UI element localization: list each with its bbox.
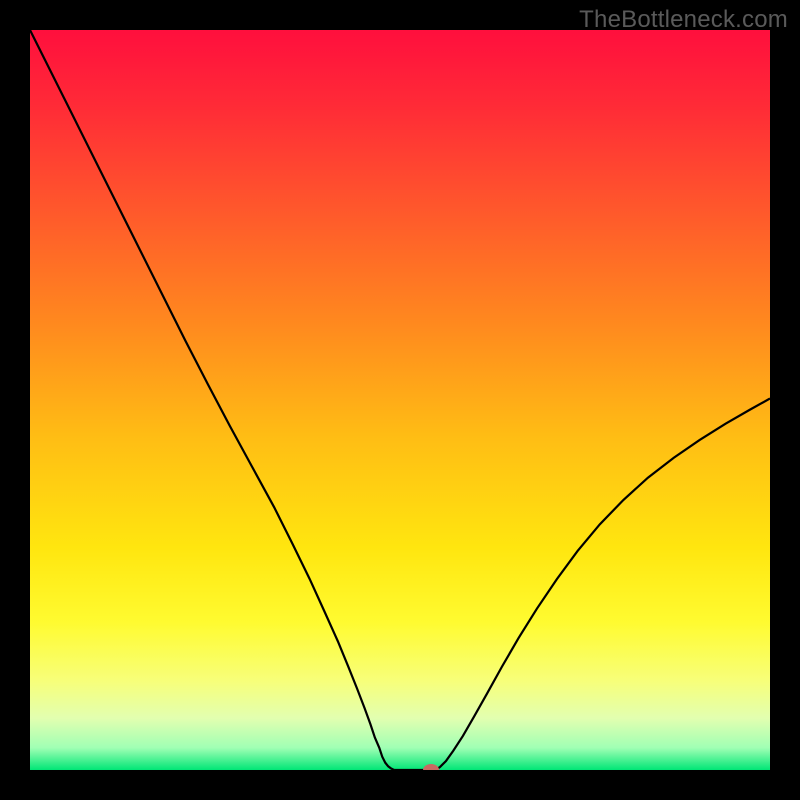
chart-background — [30, 30, 770, 770]
chart-plot-area — [30, 30, 770, 770]
chart-svg — [30, 30, 770, 770]
